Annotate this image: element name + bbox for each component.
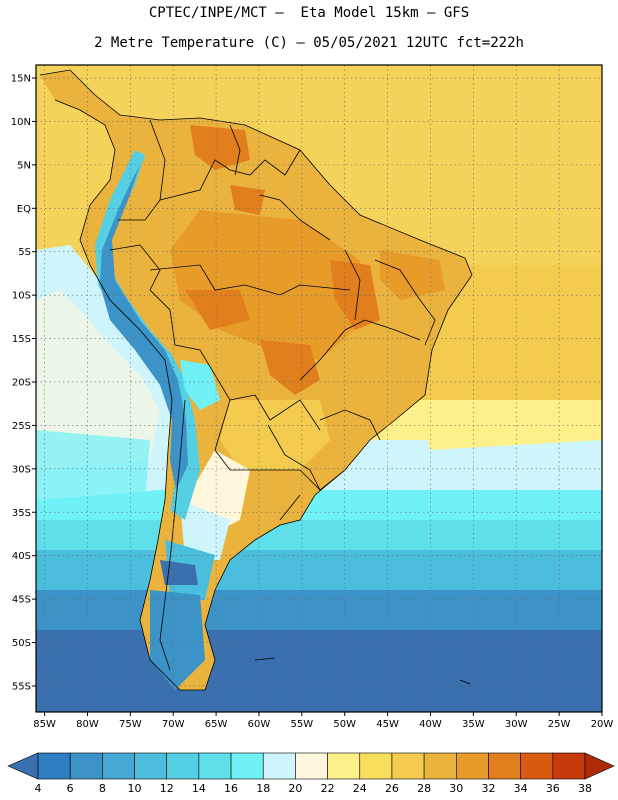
colorbar-tick-label: 26: [385, 782, 399, 795]
colorbar-tick-label: 30: [449, 782, 463, 795]
lat-tick-label: 50S: [12, 638, 31, 649]
colorbar-swatch: [520, 752, 554, 780]
colorbar-swatch: [552, 752, 586, 780]
lon-tick-label: 35W: [462, 719, 485, 730]
lon-tick-label: 30W: [505, 719, 528, 730]
colorbar-tick-label: 4: [35, 782, 42, 795]
lon-tick-label: 20W: [591, 719, 614, 730]
lat-tick-label: 45S: [12, 595, 31, 606]
colorbar-tick-label: 38: [578, 782, 592, 795]
colorbar-tick-label: 22: [321, 782, 335, 795]
lon-tick-label: 25W: [548, 719, 571, 730]
colorbar-tick-label: 32: [481, 782, 495, 795]
colorbar-swatch: [455, 752, 489, 780]
lat-tick-label: 5S: [18, 247, 31, 258]
colorbar-tick-label: 16: [224, 782, 238, 795]
colorbar-swatch: [198, 752, 232, 780]
lat-tick-label: 10S: [12, 291, 31, 302]
lat-tick-label: 10N: [11, 117, 31, 128]
latitude-axis: 15N 10N 5N EQ 5S 10S 15S 20S 25S 30S 35S 40S 45S 50S 5…: [11, 74, 36, 692]
map-subtitle: 2 Metre Temperature (C) – 05/05/2021 12U…: [94, 35, 524, 51]
lon-tick-label: 85W: [33, 719, 56, 730]
colorbar-tick-label: 36: [546, 782, 560, 795]
lat-tick-label: 35S: [12, 508, 31, 519]
colorbar-swatch: [230, 752, 264, 780]
colorbar-swatch: [359, 752, 393, 780]
colorbar-swatch: [327, 752, 361, 780]
lon-tick-label: 70W: [162, 719, 185, 730]
longitude-axis: 85W 80W 75W 70W 65W 60W 55W 50W 45W 40W 35W 30W 25W 2…: [33, 712, 613, 730]
colorbar-tick-label: 34: [514, 782, 528, 795]
colorbar-tick-label: 8: [99, 782, 106, 795]
lat-tick-label: 30S: [12, 464, 31, 475]
lon-tick-label: 80W: [76, 719, 99, 730]
lon-tick-label: 40W: [419, 719, 442, 730]
lon-tick-label: 50W: [333, 719, 356, 730]
lat-tick-label: 15N: [11, 74, 31, 85]
lat-tick-label: 15S: [12, 334, 31, 345]
country-borders: [39, 69, 473, 691]
lat-tick-label: 5N: [17, 160, 31, 171]
colorbar-tick-label: 6: [67, 782, 74, 795]
colorbar-over-arrow: [584, 752, 615, 780]
colorbar-swatch: [423, 752, 457, 780]
temperature-field: [36, 65, 602, 712]
colorbar-swatch: [391, 752, 425, 780]
colorbar-tick-label: 18: [256, 782, 270, 795]
colorbar-swatch: [488, 752, 521, 780]
lat-tick-label: 40S: [12, 551, 31, 562]
colorbar-tick-label: 28: [417, 782, 431, 795]
map-title: CPTEC/INPE/MCT – Eta Model 15km – GFS: [148, 5, 470, 21]
colorbar-swatch: [69, 752, 103, 780]
colorbar-swatch: [102, 752, 135, 780]
colorbar-tick-label: 14: [192, 782, 206, 795]
lat-tick-label: 20S: [12, 377, 31, 388]
colorbar-swatch: [295, 752, 328, 780]
lon-tick-label: 65W: [205, 719, 228, 730]
lon-tick-label: 55W: [291, 719, 314, 730]
colorbar-swatch: [166, 752, 200, 780]
colorbar-tick-label: 10: [128, 782, 142, 795]
colorbar-labels: 4 6 8 10 12 14 16 18 20 22 24 26 28 30 32 34 36 38: [35, 782, 593, 795]
colorbar-swatch: [262, 752, 296, 780]
lon-tick-label: 45W: [376, 719, 399, 730]
lat-tick-label: EQ: [17, 204, 31, 215]
map-frame: [35, 64, 603, 713]
colorbar-swatch: [37, 752, 71, 780]
colorbar-under-arrow: [7, 752, 39, 780]
colorbar-tick-label: 12: [160, 782, 174, 795]
colorbar: [7, 752, 615, 780]
lat-tick-label: 25S: [12, 421, 31, 432]
colorbar-swatch: [134, 752, 168, 780]
colorbar-tick-label: 20: [288, 782, 302, 795]
lat-tick-label: 55S: [12, 681, 31, 692]
lon-tick-label: 75W: [119, 719, 142, 730]
lon-tick-label: 60W: [248, 719, 271, 730]
colorbar-tick-label: 24: [353, 782, 367, 795]
